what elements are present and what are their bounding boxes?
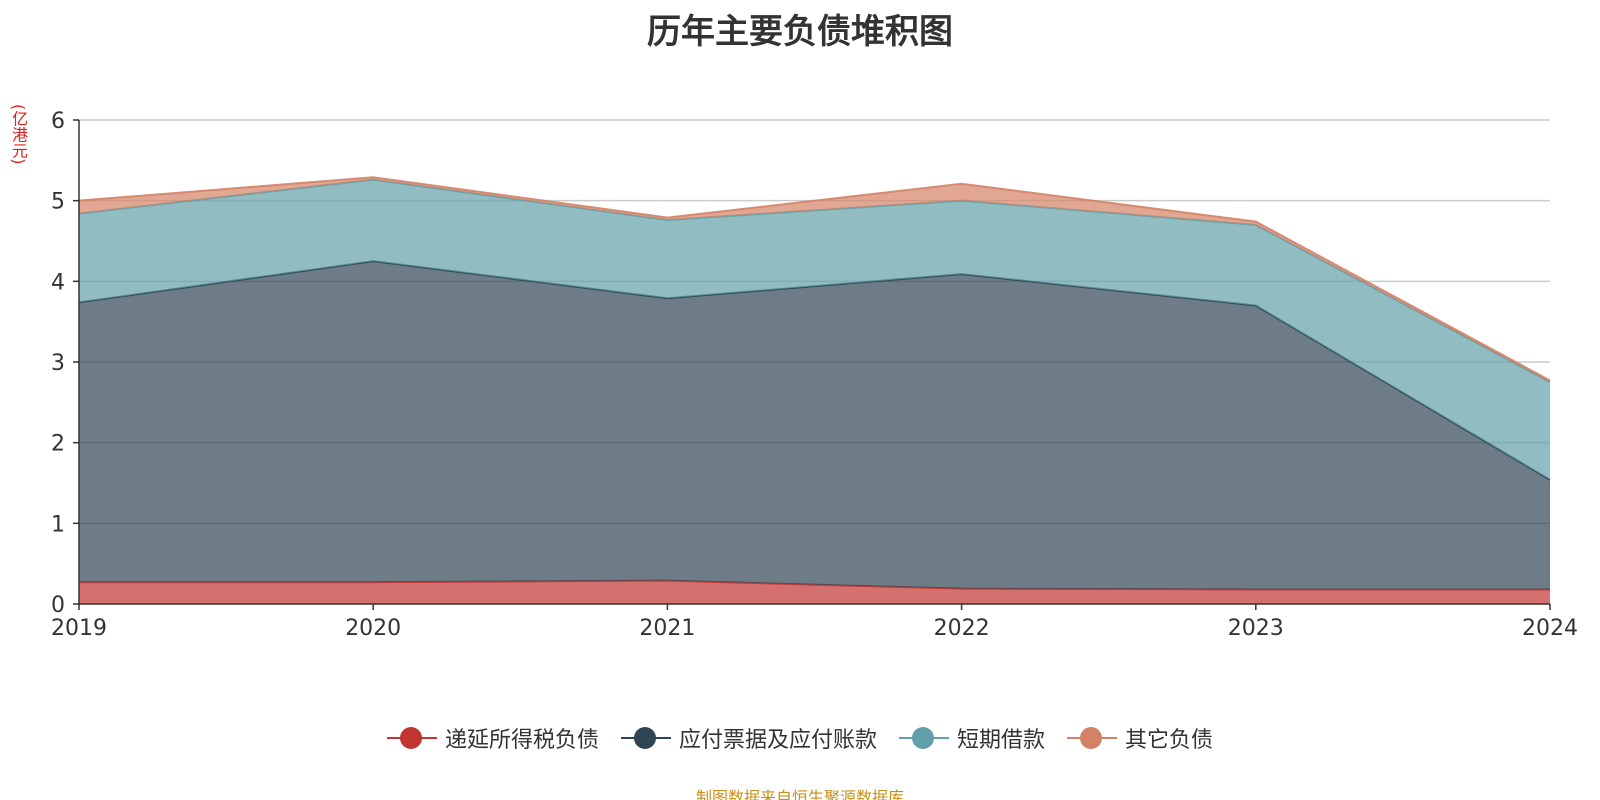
legend-marker-icon [899, 726, 949, 750]
legend-label: 应付票据及应付账款 [678, 728, 877, 753]
x-tick-label: 2023 [1228, 616, 1284, 641]
legend-marker-icon [620, 726, 671, 750]
x-tick-label: 2019 [51, 616, 107, 641]
x-tick-label: 2022 [934, 616, 990, 641]
area-series-2[interactable] [79, 261, 1550, 590]
y-tick-label: 5 [51, 190, 65, 215]
legend-item-4[interactable]: 其它负债 [1067, 722, 1213, 754]
x-tick-label: 2021 [639, 616, 695, 641]
legend-label: 短期借款 [957, 728, 1046, 753]
legend-label: 递延所得税负债 [444, 728, 599, 753]
y-tick-label: 4 [51, 270, 65, 295]
x-tick-label: 2020 [345, 616, 401, 641]
y-tick-label: 1 [51, 512, 65, 537]
area-series-3[interactable] [79, 179, 1550, 480]
chart-title: 历年主要负债堆积图 [647, 12, 953, 52]
legend-marker-icon [1067, 726, 1118, 750]
legend-item-1[interactable]: 递延所得税负债 [386, 722, 599, 754]
y-axis-unit-label: (亿港元) [9, 104, 28, 165]
legend-marker-icon [386, 726, 437, 750]
legend-label: 其它负债 [1125, 728, 1214, 753]
legend: 递延所得税负债 应付票据及应付账款 短期借款 其它负债 [0, 722, 1600, 754]
legend-item-2[interactable]: 应付票据及应付账款 [620, 722, 877, 754]
area-series[interactable] [78, 176, 1551, 604]
y-tick-label: 0 [51, 593, 65, 618]
x-tick-label: 2024 [1522, 616, 1578, 641]
axes: 0 1 2 3 4 5 6 2019 2020 2021 2022 2023 2024 [51, 109, 1578, 641]
area-series-1[interactable] [79, 580, 1550, 604]
data-source-note: 制图数据来自恒生聚源数据库 [695, 788, 904, 800]
y-tick-label: 6 [51, 109, 65, 134]
y-tick-label: 3 [51, 351, 65, 376]
series-line-4 [78, 176, 1551, 382]
legend-item-3[interactable]: 短期借款 [899, 722, 1045, 754]
y-tick-label: 2 [51, 432, 65, 457]
